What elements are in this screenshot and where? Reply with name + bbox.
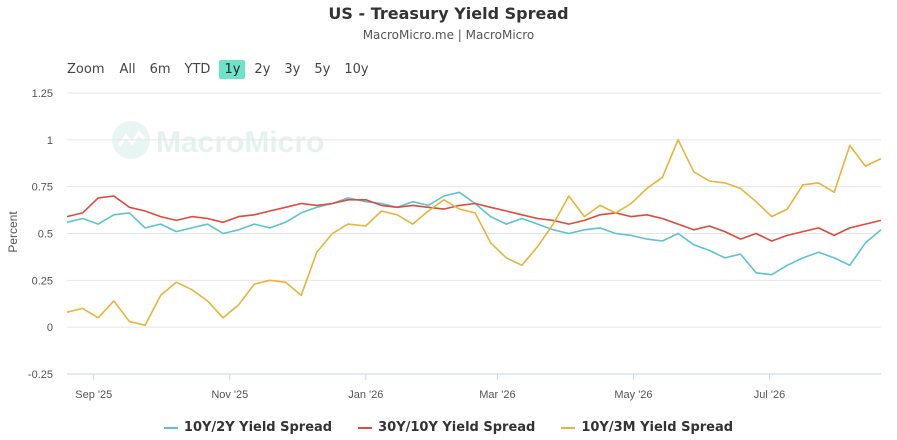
x-tick-label: Mar '26 [479, 389, 515, 401]
range-button-6m[interactable]: 6m [149, 61, 171, 77]
x-tick-label: Sep '25 [75, 389, 112, 401]
range-button-3y[interactable]: 3y [284, 61, 301, 77]
range-button-5y[interactable]: 5y [314, 61, 331, 77]
legend-swatch [561, 426, 576, 429]
y-tick-label: 0.75 [32, 182, 53, 194]
x-tick-label: Nov '25 [211, 389, 248, 401]
y-axis-label: Percent [6, 211, 20, 253]
legend-swatch [358, 426, 373, 429]
legend-item-30y10y[interactable]: 30Y/10Y Yield Spread [358, 420, 535, 435]
range-selector: Zoom All 6m YTD 1y 2y 3y 5y 10y [67, 58, 378, 80]
chart-subtitle: MacroMicro.me | MacroMicro [362, 28, 535, 42]
y-tick-label: 1.25 [32, 88, 53, 100]
zoom-label: Zoom [67, 61, 105, 77]
watermark-text: MacroMicro [156, 126, 324, 159]
chart-plot: MacroMicro 1.25 1 0.75 0.5 0.25 0 -0.25 Sep '2… [6, 88, 882, 401]
legend-label: 10Y/2Y Yield Spread [183, 420, 333, 435]
range-button-2y[interactable]: 2y [254, 61, 271, 77]
legend-label: 30Y/10Y Yield Spread [378, 420, 536, 435]
x-axis: Sep '25 Nov '25 Jan '26 Mar '26 May '26 Jul '… [67, 373, 881, 401]
range-button-1y[interactable]: 1y [219, 59, 246, 79]
legend: 10Y/2Y Yield Spread 30Y/10Y Yield Spread… [0, 420, 897, 435]
y-tick-label: -0.25 [28, 369, 53, 381]
range-button-all[interactable]: All [119, 61, 136, 77]
y-tick-label: 0.25 [32, 275, 53, 287]
y-tick-label: 0.5 [38, 229, 53, 241]
series-line-2[interactable] [66, 139, 882, 327]
legend-label: 10Y/3M Yield Spread [581, 420, 734, 435]
legend-item-10y3m[interactable]: 10Y/3M Yield Spread [561, 420, 733, 435]
legend-swatch [163, 426, 178, 429]
legend-item-10y2y[interactable]: 10Y/2Y Yield Spread [163, 420, 333, 435]
series-line-1[interactable] [66, 195, 882, 242]
y-axis: 1.25 1 0.75 0.5 0.25 0 -0.25 [28, 88, 53, 381]
range-button-ytd[interactable]: YTD [184, 61, 211, 77]
chart-title: US - Treasury Yield Spread [328, 4, 569, 23]
x-tick-label: Jan '26 [348, 389, 383, 401]
range-button-10y[interactable]: 10y [344, 61, 369, 77]
x-tick-label: Jul '26 [754, 389, 785, 401]
y-tick-label: 0 [47, 322, 53, 334]
series-group [66, 139, 882, 327]
x-tick-label: May '26 [614, 389, 652, 401]
y-tick-label: 1 [47, 135, 53, 147]
